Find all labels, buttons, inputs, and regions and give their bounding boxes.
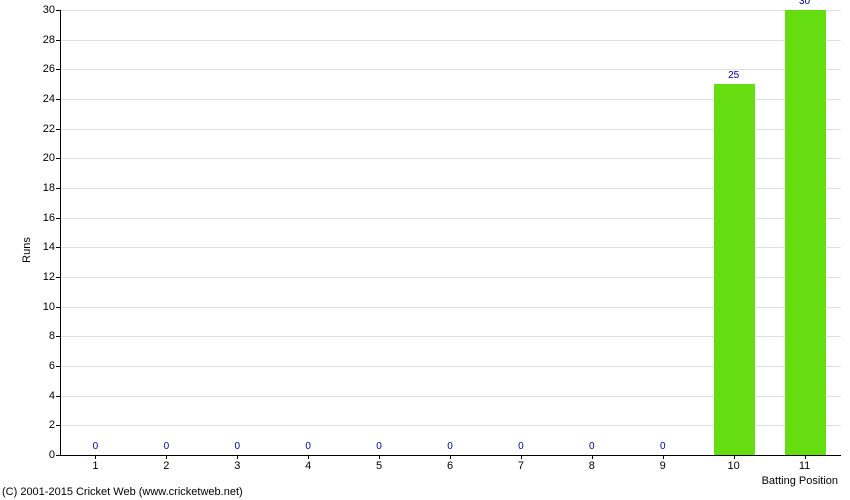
y-tick-label: 4	[25, 390, 55, 402]
chart-container: Runs Batting Position (C) 2001-2015 Cric…	[0, 0, 850, 500]
bar-value-label: 0	[305, 441, 311, 452]
y-tick-label: 2	[25, 419, 55, 431]
y-tick-mark	[56, 158, 60, 159]
x-tick-label: 8	[577, 460, 607, 472]
y-tick-label: 10	[25, 301, 55, 313]
x-tick-mark	[308, 455, 309, 459]
bar-value-label: 0	[447, 441, 453, 452]
x-tick-label: 2	[151, 460, 181, 472]
bar-value-label: 0	[234, 441, 240, 452]
gridline	[61, 69, 841, 70]
y-tick-label: 20	[25, 152, 55, 164]
x-axis-label: Batting Position	[762, 475, 838, 487]
x-tick-label: 6	[435, 460, 465, 472]
y-tick-mark	[56, 99, 60, 100]
x-tick-mark	[663, 455, 664, 459]
x-tick-label: 9	[648, 460, 678, 472]
y-tick-mark	[56, 10, 60, 11]
y-tick-mark	[56, 425, 60, 426]
y-tick-label: 24	[25, 93, 55, 105]
x-tick-mark	[95, 455, 96, 459]
y-tick-label: 18	[25, 182, 55, 194]
x-tick-label: 4	[293, 460, 323, 472]
x-tick-label: 10	[719, 460, 749, 472]
x-tick-mark	[379, 455, 380, 459]
x-tick-mark	[805, 455, 806, 459]
y-tick-label: 16	[25, 212, 55, 224]
y-tick-label: 26	[25, 63, 55, 75]
y-tick-mark	[56, 129, 60, 130]
y-tick-mark	[56, 40, 60, 41]
y-tick-mark	[56, 336, 60, 337]
x-tick-mark	[592, 455, 593, 459]
x-tick-label: 11	[790, 460, 820, 472]
gridline	[61, 10, 841, 11]
y-tick-mark	[56, 277, 60, 278]
bar-value-label: 0	[660, 441, 666, 452]
plot-area	[60, 10, 841, 456]
bar-value-label: 0	[376, 441, 382, 452]
x-tick-mark	[521, 455, 522, 459]
x-tick-label: 7	[506, 460, 536, 472]
y-tick-label: 0	[25, 449, 55, 461]
y-tick-label: 28	[25, 34, 55, 46]
bar	[785, 10, 826, 455]
y-tick-label: 14	[25, 241, 55, 253]
x-tick-label: 3	[222, 460, 252, 472]
bar-value-label: 30	[799, 0, 810, 7]
bar-value-label: 25	[728, 70, 739, 81]
y-tick-mark	[56, 69, 60, 70]
bar-value-label: 0	[589, 441, 595, 452]
bar	[714, 84, 755, 455]
y-tick-mark	[56, 188, 60, 189]
y-tick-mark	[56, 218, 60, 219]
y-tick-label: 8	[25, 330, 55, 342]
y-tick-mark	[56, 455, 60, 456]
y-tick-label: 22	[25, 123, 55, 135]
x-tick-label: 1	[80, 460, 110, 472]
x-tick-mark	[450, 455, 451, 459]
copyright-text: (C) 2001-2015 Cricket Web (www.cricketwe…	[2, 486, 243, 498]
y-tick-mark	[56, 247, 60, 248]
y-tick-mark	[56, 307, 60, 308]
y-tick-mark	[56, 396, 60, 397]
x-tick-label: 5	[364, 460, 394, 472]
gridline	[61, 40, 841, 41]
y-tick-label: 30	[25, 4, 55, 16]
x-tick-mark	[734, 455, 735, 459]
y-tick-label: 6	[25, 360, 55, 372]
bar-value-label: 0	[93, 441, 99, 452]
bar-value-label: 0	[518, 441, 524, 452]
y-tick-mark	[56, 366, 60, 367]
bar-value-label: 0	[164, 441, 170, 452]
x-tick-mark	[237, 455, 238, 459]
x-tick-mark	[166, 455, 167, 459]
y-tick-label: 12	[25, 271, 55, 283]
